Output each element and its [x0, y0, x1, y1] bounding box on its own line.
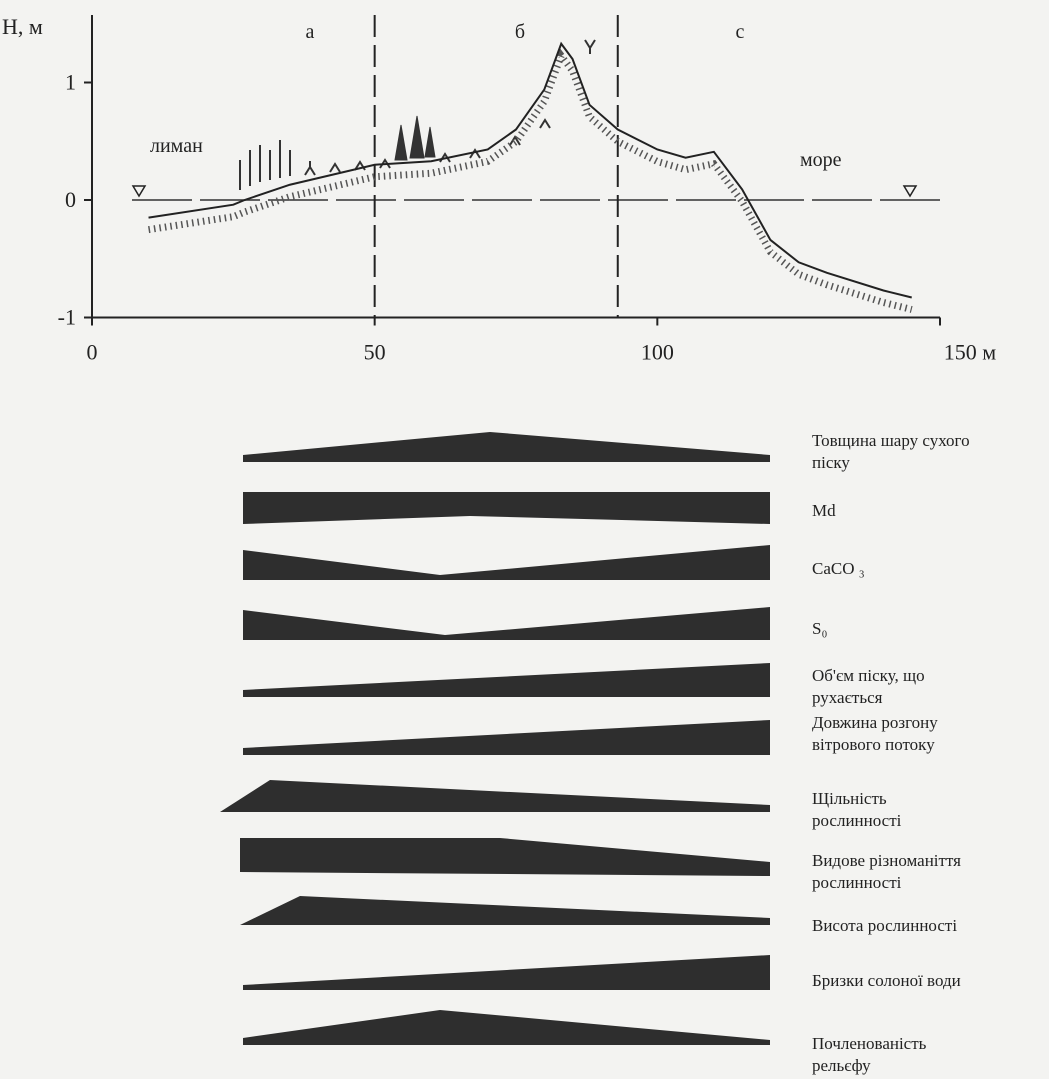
x-tick-label: 100 — [641, 340, 674, 365]
trend-label: Товщина шару сухого — [812, 431, 970, 450]
zone-label: а — [306, 21, 315, 43]
water-marker — [902, 185, 918, 198]
profile-line — [148, 41, 912, 299]
annotation: лиман — [150, 135, 203, 157]
trend-wedge — [243, 545, 770, 580]
trend-wedge — [243, 607, 770, 640]
trend-label: Почленованість — [812, 1034, 927, 1053]
trend-label: рельєфу — [812, 1056, 871, 1075]
x-tick-label: 50 — [364, 340, 386, 365]
trend-wedge — [243, 432, 770, 462]
zone-label: б — [515, 21, 525, 43]
trend-label: Видове різноманіття — [812, 851, 961, 870]
y-tick-label: -1 — [58, 305, 76, 330]
trend-label: Довжина розгону — [812, 713, 938, 732]
trend-label: рослинності — [812, 873, 902, 892]
annotation: море — [800, 149, 842, 171]
trend-wedge — [243, 720, 770, 755]
trend-label: піску — [812, 453, 850, 472]
trend-label: Висота рослинності — [812, 916, 957, 935]
trend-label: Md — [812, 501, 836, 520]
x-tick-label: 0 — [87, 340, 98, 365]
trend-label: Щільність — [812, 789, 887, 808]
trend-wedge — [220, 780, 770, 812]
trend-wedge — [243, 663, 770, 697]
sand-layer — [148, 48, 913, 313]
trend-label: рухається — [812, 688, 883, 707]
trend-wedge — [243, 1010, 770, 1045]
y-tick-label: 0 — [65, 187, 76, 212]
y-tick-label: 1 — [65, 70, 76, 95]
vegetation — [239, 39, 596, 190]
trend-wedge — [240, 838, 770, 876]
trend-label: рослинності — [812, 811, 902, 830]
trend-wedge — [243, 492, 770, 524]
trend-wedge — [243, 955, 770, 990]
trend-label: S₀ — [812, 619, 827, 638]
trend-label: Бризки солоної води — [812, 971, 961, 990]
zone-label: с — [736, 21, 745, 43]
water-marker — [131, 185, 147, 198]
trend-wedge — [240, 896, 770, 925]
y-axis-label: H, м — [2, 14, 43, 39]
trend-label: CaCO ₃ — [812, 559, 865, 578]
x-tick-label: 150 м — [944, 340, 997, 365]
trend-label: вітрового потоку — [812, 735, 935, 754]
trend-label: Об'єм піску, що — [812, 666, 925, 685]
